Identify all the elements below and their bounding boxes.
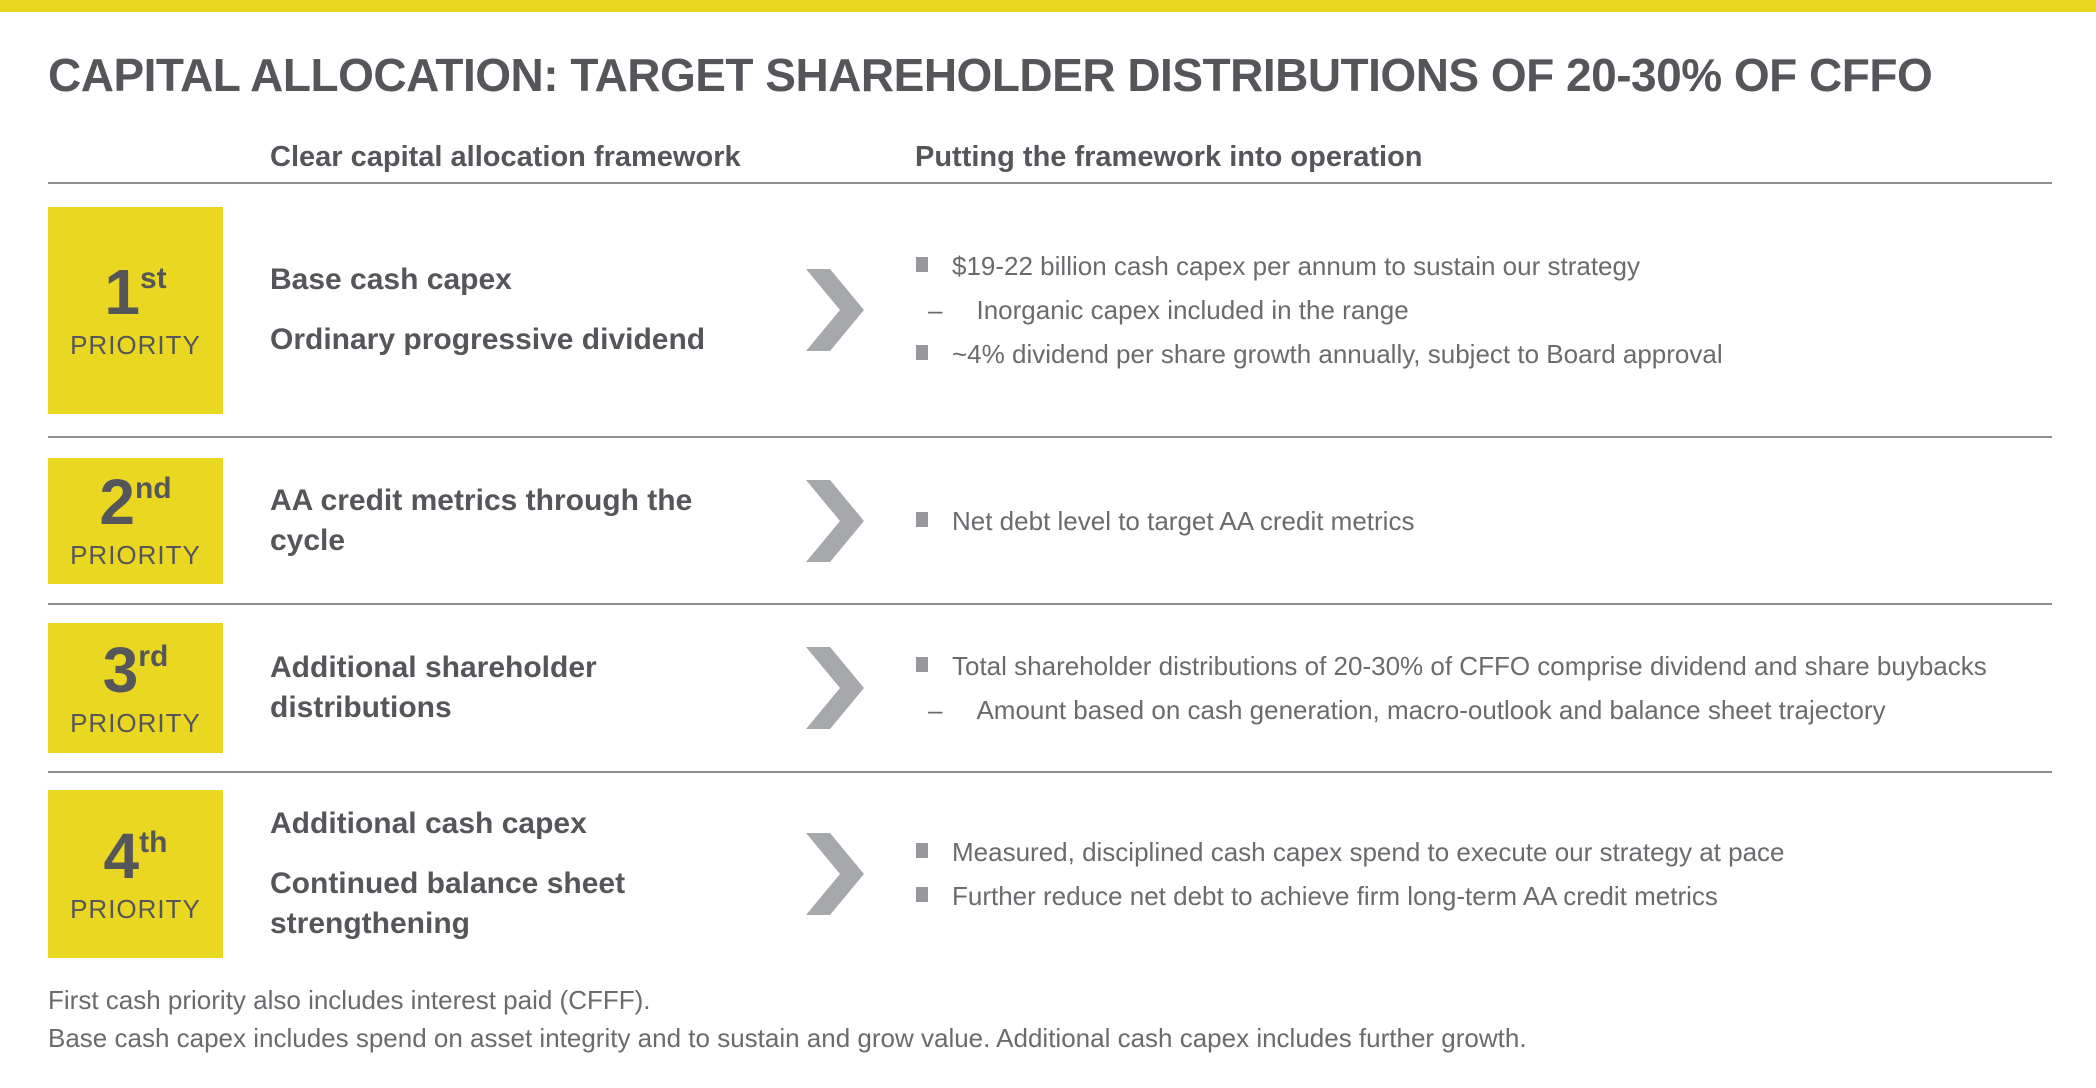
bullet-item: ~4% dividend per share growth annually, … [916, 332, 2052, 376]
priority-ordinal: 1st [104, 255, 167, 328]
chevron-right-icon [804, 479, 866, 562]
footnote-line: First cash priority also includes intere… [48, 985, 651, 1015]
slide-title: CAPITAL ALLOCATION: TARGET SHAREHOLDER D… [48, 49, 1933, 101]
operation-cell: Total shareholder distributions of 20-30… [916, 644, 2052, 732]
priority-badge-4: 4th PRIORITY [48, 790, 223, 958]
ordinal-suffix: nd [134, 472, 172, 505]
priority-ordinal: 2nd [99, 466, 172, 538]
operation-cell: Measured, disciplined cash capex spend t… [916, 830, 2052, 918]
priority-label: PRIORITY [70, 707, 201, 738]
priority-row-2: 2nd PRIORITY AA credit metrics through t… [48, 438, 2052, 605]
bullet-square-icon [916, 657, 928, 672]
dash-sub-item: – Inorganic capex included in the range [916, 288, 2052, 332]
priority-badge-2: 2nd PRIORITY [48, 457, 223, 584]
framework-cell: Additional shareholder distributions [270, 648, 760, 728]
priority-ordinal: 4th [103, 819, 168, 892]
framework-cell: Base cash capex Ordinary progressive div… [270, 260, 760, 360]
header-rule [48, 182, 2052, 184]
ordinal-suffix: st [139, 261, 167, 295]
ordinal-suffix: th [139, 825, 168, 859]
dash-sub-item: – Amount based on cash generation, macro… [916, 688, 2052, 732]
bullet-item: Measured, disciplined cash capex spend t… [916, 830, 2052, 874]
bullet-square-icon [916, 257, 928, 272]
framework-heading: Additional shareholder distributions [270, 651, 597, 724]
bullet-square-icon [916, 843, 928, 858]
framework-cell: Additional cash capex Continued balance … [270, 804, 760, 944]
priority-badge-3: 3rd PRIORITY [48, 623, 223, 753]
priority-row-4: 4th PRIORITY Additional cash capex Conti… [48, 773, 2052, 975]
dash-icon: – [928, 295, 943, 325]
priority-label: PRIORITY [70, 540, 201, 570]
chevron-right-icon [804, 833, 866, 915]
framework-heading: Base cash capex [270, 263, 512, 296]
bullet-square-icon [916, 887, 928, 902]
column-header-operation: Putting the framework into operation [915, 141, 1423, 173]
chevron-right-icon [804, 269, 866, 351]
framework-heading: Continued balance sheet strengthening [270, 867, 626, 940]
operation-cell: Net debt level to target AA credit metri… [916, 499, 2052, 543]
bullet-square-icon [916, 345, 928, 360]
bullet-item: Net debt level to target AA credit metri… [916, 499, 2052, 543]
footnote-line: Base cash capex includes spend on asset … [48, 1023, 1527, 1053]
bullet-item: Further reduce net debt to achieve firm … [916, 874, 2052, 918]
priority-ordinal: 3rd [102, 633, 169, 706]
priority-row-1: 1st PRIORITY Base cash capex Ordinary pr… [48, 184, 2052, 438]
ordinal-suffix: rd [138, 639, 169, 673]
framework-heading: AA credit metrics through the cycle [270, 483, 693, 557]
priority-label: PRIORITY [70, 329, 201, 360]
priority-label: PRIORITY [70, 893, 201, 924]
column-header-framework: Clear capital allocation framework [270, 141, 741, 173]
chevron-right-icon [804, 647, 866, 729]
framework-cell: AA credit metrics through the cycle [270, 481, 760, 561]
bullet-item: $19-22 billion cash capex per annum to s… [916, 244, 2052, 288]
priority-row-3: 3rd PRIORITY Additional shareholder dist… [48, 605, 2052, 773]
bullet-item: Total shareholder distributions of 20-30… [916, 644, 2052, 688]
dash-icon: – [928, 695, 943, 725]
footnotes: First cash priority also includes intere… [48, 975, 2052, 1057]
priority-badge-1: 1st PRIORITY [48, 206, 223, 414]
column-headers: Clear capital allocation framework Putti… [48, 134, 2052, 182]
slide-content: Clear capital allocation framework Putti… [48, 134, 2052, 1057]
operation-cell: $19-22 billion cash capex per annum to s… [916, 244, 2052, 376]
top-accent-bar [0, 0, 2096, 12]
framework-heading: Additional cash capex [270, 807, 587, 840]
framework-heading: Ordinary progressive dividend [270, 323, 706, 356]
bullet-square-icon [916, 511, 928, 527]
